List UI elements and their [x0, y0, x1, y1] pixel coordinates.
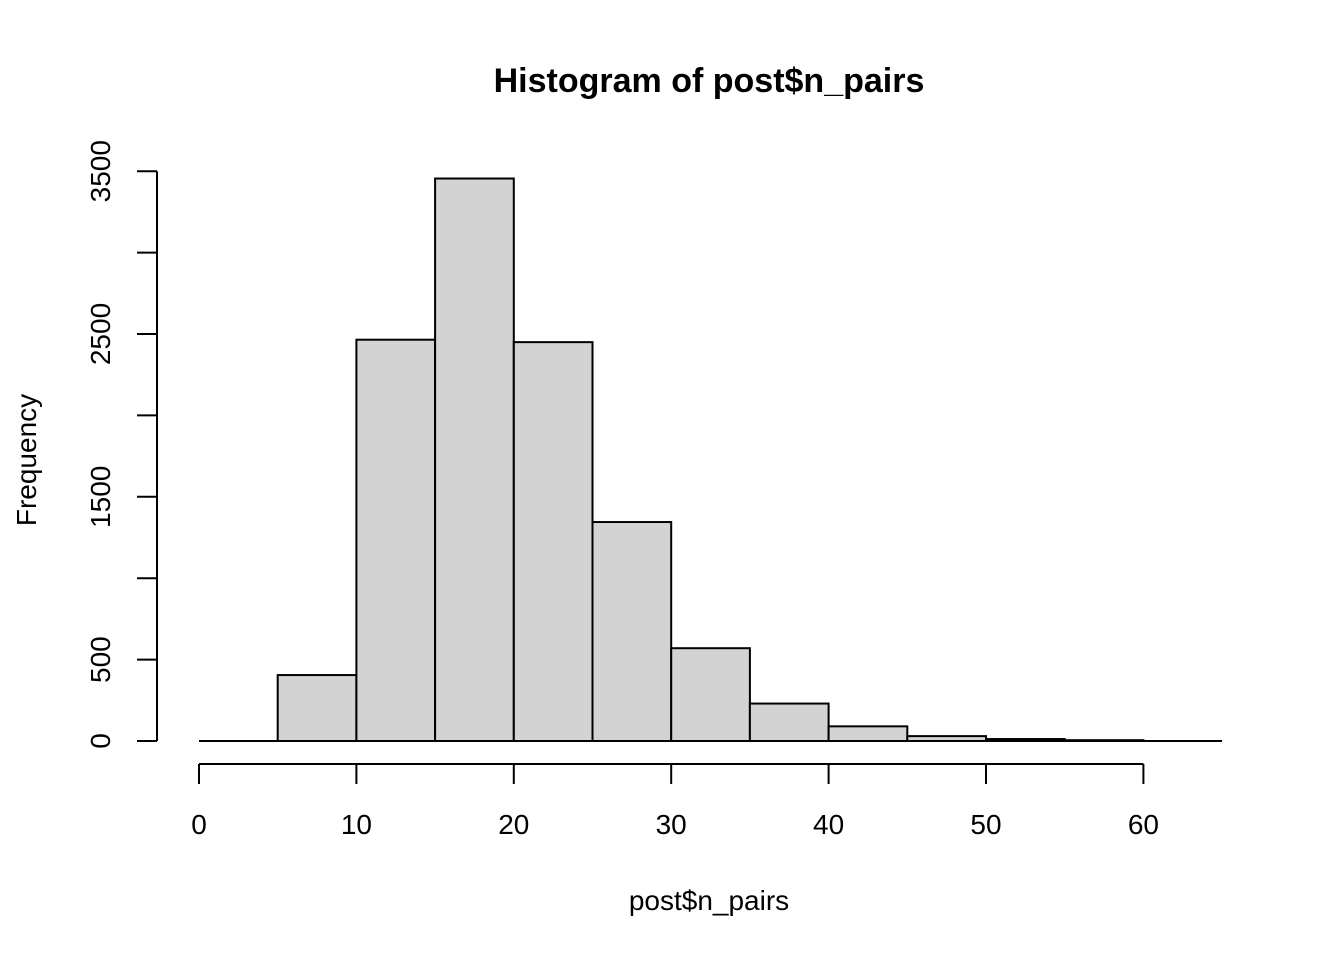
x-tick-label: 10 [341, 809, 372, 840]
y-axis-label: Frequency [11, 394, 42, 526]
histogram-bar [276, 674, 358, 742]
histogram-bar [827, 725, 909, 743]
x-tick-label: 60 [1128, 809, 1159, 840]
y-axis: 0 500 1500 2500 3500 [85, 140, 158, 749]
x-axis-label: post$n_pairs [629, 885, 789, 916]
x-tick-label: 20 [498, 809, 529, 840]
histogram-bar [512, 341, 594, 742]
x-tick-label: 50 [970, 809, 1001, 840]
x-tick-label: 0 [191, 809, 207, 840]
y-tick-label: 2500 [85, 303, 116, 365]
histogram-bar [670, 647, 751, 742]
histogram-bar [434, 177, 515, 742]
y-tick-label: 500 [85, 636, 116, 683]
histogram-bar [1063, 739, 1145, 742]
histogram-bar [355, 338, 437, 742]
histogram-bar [985, 738, 1066, 742]
chart-title: Histogram of post$n_pairs [494, 62, 925, 100]
histogram-bar [748, 702, 830, 743]
x-axis: 0 10 20 30 40 50 60 [191, 763, 1159, 840]
histogram-bar [906, 735, 987, 743]
y-tick-label: 1500 [85, 466, 116, 528]
histogram-bar [591, 521, 673, 742]
x-tick-label: 30 [656, 809, 687, 840]
bars-group [199, 177, 1223, 743]
y-tick-label: 0 [85, 733, 116, 749]
x-tick-label: 40 [813, 809, 844, 840]
y-tick-label: 3500 [85, 140, 116, 202]
